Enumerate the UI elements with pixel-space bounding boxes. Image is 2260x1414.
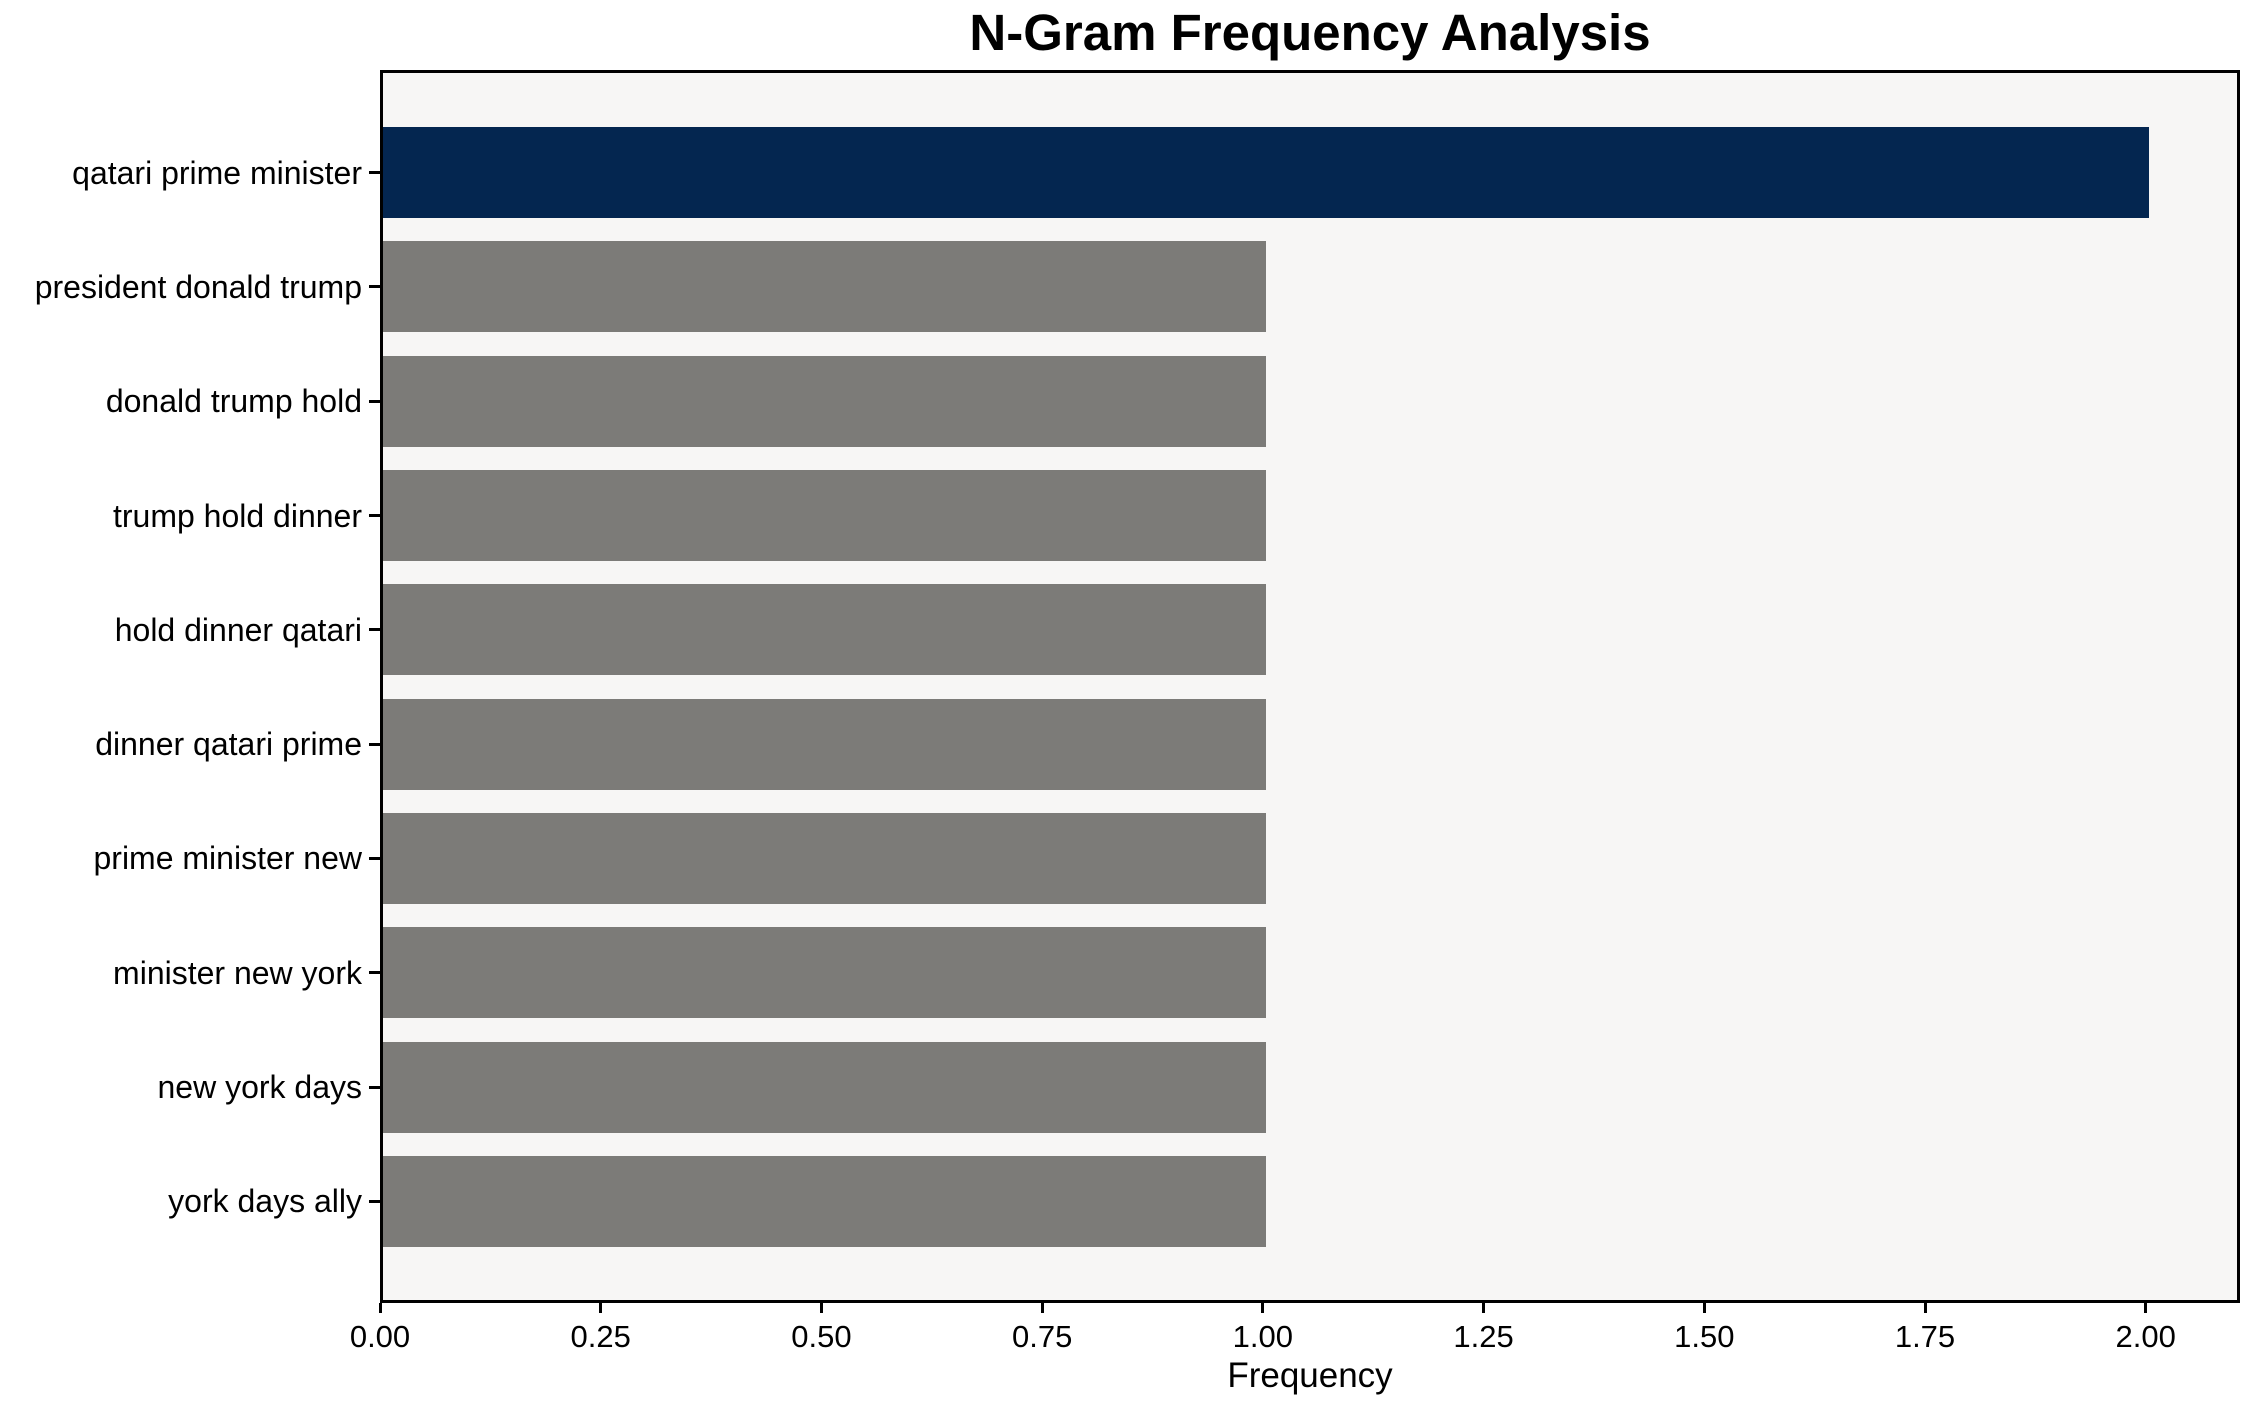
y-tick-label-prime-minister-new: prime minister new <box>93 840 362 877</box>
x-tick-mark <box>2144 1303 2148 1313</box>
y-tick-label-trump-hold-dinner: trump hold dinner <box>112 497 362 534</box>
x-tick-mark <box>1923 1303 1927 1313</box>
bar-qatari-prime-minister <box>383 127 2149 219</box>
y-tick-mark <box>369 971 380 975</box>
x-tick-label-0.50: 0.50 <box>791 1319 852 1354</box>
bar-new-york-days <box>383 1041 1266 1133</box>
x-axis-label: Frequency <box>1227 1356 1393 1395</box>
x-tick-label-1.75: 1.75 <box>1894 1319 1956 1354</box>
y-tick-label-hold-dinner-qatari: hold dinner qatari <box>114 611 362 648</box>
y-tick-mark <box>369 285 380 289</box>
bar-minister-new-york <box>383 927 1266 1019</box>
x-tick-mark <box>1702 1303 1706 1313</box>
y-tick-mark <box>369 628 380 632</box>
bar-donald-trump-hold <box>383 355 1266 447</box>
bar-dinner-qatari-prime <box>383 698 1266 790</box>
bar-hold-dinner-qatari <box>383 584 1266 676</box>
x-tick-mark <box>1040 1303 1044 1313</box>
plot-area <box>380 70 2240 1303</box>
y-tick-label-york-days-ally: york days ally <box>168 1183 362 1220</box>
y-tick-label-minister-new-york: minister new york <box>113 954 362 991</box>
bar-trump-hold-dinner <box>383 470 1266 562</box>
y-tick-label-president-donald-trump: president donald trump <box>34 268 362 305</box>
x-tick-mark <box>1482 1303 1486 1313</box>
y-tick-mark <box>369 514 380 518</box>
y-tick-mark <box>369 1199 380 1203</box>
x-tick-mark <box>599 1303 603 1313</box>
x-tick-label-0.75: 0.75 <box>1011 1319 1073 1354</box>
x-tick-label-1.50: 1.50 <box>1674 1319 1735 1354</box>
y-tick-mark <box>369 171 380 175</box>
x-tick-label-1.25: 1.25 <box>1453 1319 1514 1354</box>
y-tick-label-new-york-days: new york days <box>157 1069 362 1106</box>
y-tick-label-dinner-qatari-prime: dinner qatari prime <box>95 726 362 763</box>
x-tick-label-0.00: 0.00 <box>349 1319 411 1354</box>
chart-title: N-Gram Frequency Analysis <box>969 4 1651 61</box>
y-tick-mark <box>369 1085 380 1089</box>
y-tick-mark <box>369 856 380 860</box>
x-tick-label-2.00: 2.00 <box>2115 1319 2176 1354</box>
x-tick-mark <box>378 1303 382 1313</box>
x-tick-label-0.25: 0.25 <box>570 1319 631 1354</box>
bar-president-donald-trump <box>383 241 1266 333</box>
y-tick-label-qatari-prime-minister: qatari prime minister <box>72 154 362 191</box>
y-tick-label-donald-trump-hold: donald trump hold <box>105 383 362 420</box>
bar-prime-minister-new <box>383 812 1266 904</box>
x-tick-mark <box>1261 1303 1265 1313</box>
y-tick-mark <box>369 742 380 746</box>
y-tick-mark <box>369 399 380 403</box>
x-tick-mark <box>819 1303 823 1313</box>
x-tick-label-1.00: 1.00 <box>1232 1319 1294 1354</box>
bar-york-days-ally <box>383 1155 1266 1247</box>
